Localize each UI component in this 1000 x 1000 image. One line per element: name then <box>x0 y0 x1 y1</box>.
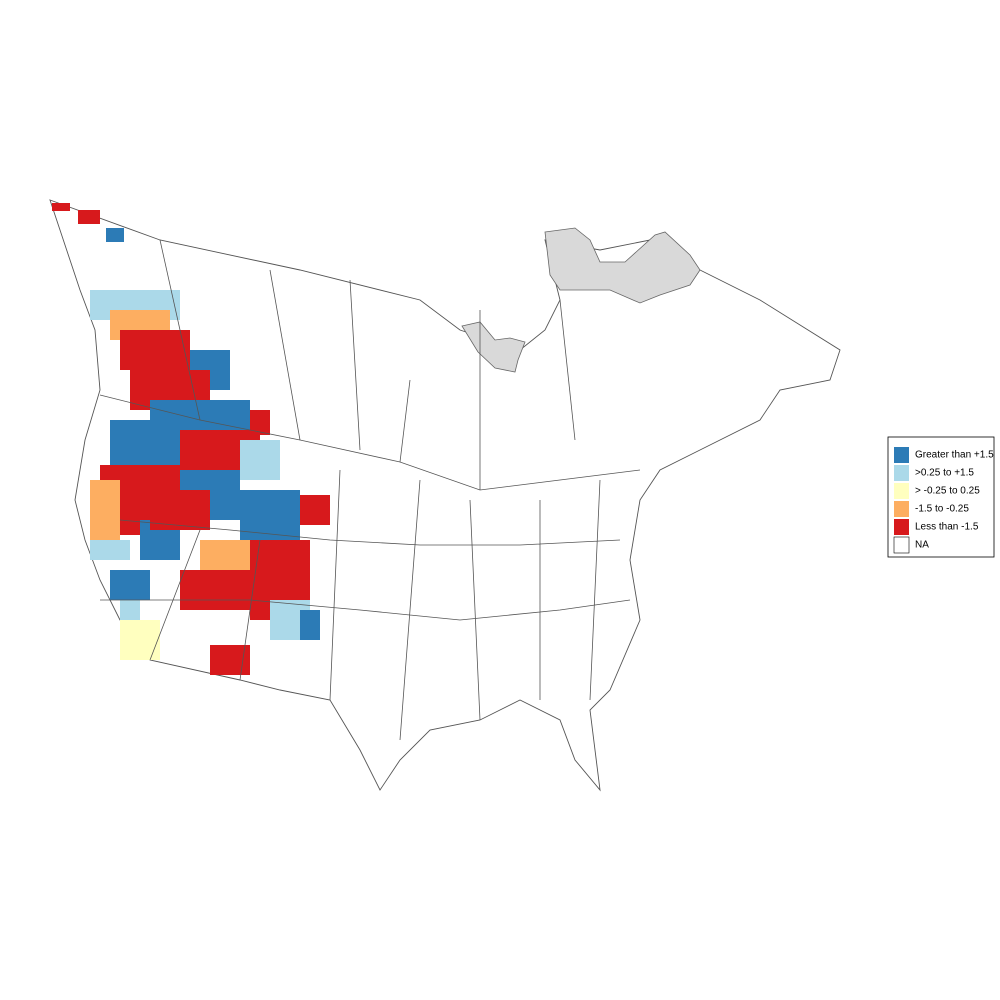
data-cell <box>120 600 140 620</box>
admin-border <box>159 239 576 490</box>
data-cell <box>180 570 260 610</box>
land <box>49 199 841 792</box>
legend-swatch <box>894 519 909 535</box>
data-cell <box>240 440 280 480</box>
legend: Greater than +1.5 >0.25 to +1.5 > -0.25 to… <box>887 436 995 558</box>
legend-label: >0.25 to +1.5 <box>915 468 974 479</box>
na-region <box>544 227 701 304</box>
data-cell <box>52 203 70 211</box>
data-cell <box>120 330 190 370</box>
data-cell <box>300 495 330 525</box>
data-cells <box>52 203 330 675</box>
data-cell <box>90 540 130 560</box>
legend-label: -1.5 to -0.25 <box>915 504 969 515</box>
data-cell <box>110 570 150 600</box>
data-cell <box>120 620 160 660</box>
legend-label: > -0.25 to 0.25 <box>915 486 980 497</box>
legend-label: NA <box>915 540 929 551</box>
legend-label: Greater than +1.5 <box>915 450 994 461</box>
data-cell <box>250 410 270 435</box>
na-region <box>461 321 526 373</box>
data-cell <box>150 490 210 530</box>
admin-border <box>100 469 631 741</box>
legend-swatch <box>893 536 910 554</box>
legend-swatch <box>894 447 909 463</box>
legend-label: Less than -1.5 <box>915 522 979 533</box>
data-cell <box>210 645 250 675</box>
data-cell <box>106 228 124 242</box>
data-cell <box>78 210 100 224</box>
legend-swatch <box>894 501 909 517</box>
legend-swatch <box>894 465 909 481</box>
data-cell <box>90 480 120 540</box>
legend-swatch <box>894 483 909 499</box>
data-cell <box>300 610 320 640</box>
